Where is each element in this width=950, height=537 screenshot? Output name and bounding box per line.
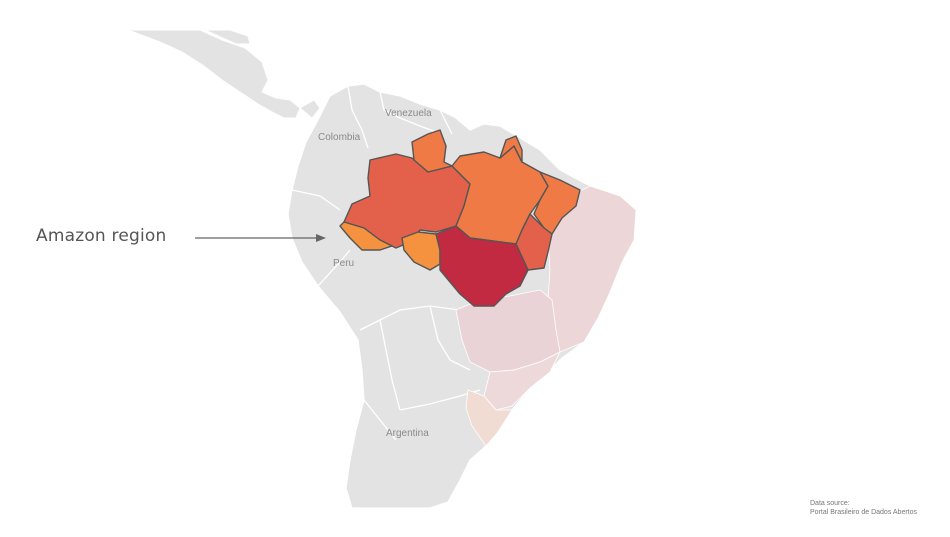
region-amapa	[499, 135, 523, 163]
region-mato-grosso	[435, 225, 529, 307]
annotation-arrow	[195, 234, 326, 242]
amazon-region-annotation: Amazon region	[36, 226, 167, 246]
south-states	[465, 389, 513, 447]
country-label-argentina: Argentina	[386, 428, 429, 439]
northeast-states	[547, 185, 637, 353]
country-label-peru: Peru	[333, 258, 354, 269]
brazil-other-states	[455, 185, 637, 447]
region-roraima	[411, 129, 453, 173]
amazon-region	[339, 129, 581, 307]
data-source-value: Portal Brasileiro de Dados Abertos	[810, 509, 917, 516]
country-label-venezuela: Venezuela	[385, 108, 432, 119]
central-america-land	[127, 29, 321, 119]
region-tocantins	[515, 213, 553, 271]
data-source-note: Data source: Portal Brasileiro de Dados …	[810, 499, 917, 517]
region-acre	[339, 221, 393, 251]
country-label-colombia: Colombia	[318, 132, 361, 143]
data-source-label: Data source:	[810, 500, 850, 507]
